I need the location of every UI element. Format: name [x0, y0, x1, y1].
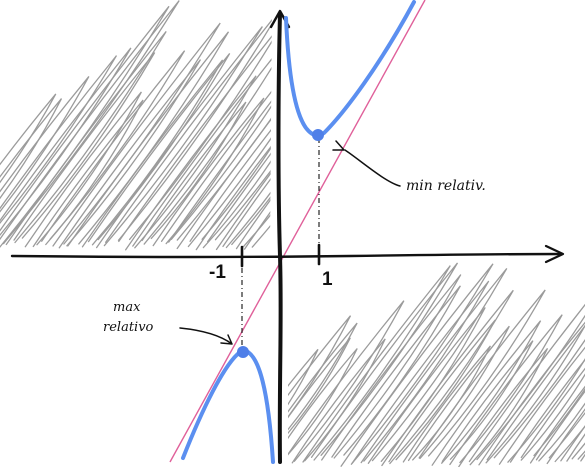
relative-min-point — [312, 129, 324, 141]
relative-max-point — [237, 346, 249, 358]
hatch-stroke — [310, 262, 459, 458]
max-relative-label-line1: max — [113, 300, 141, 315]
hatch-stroke — [32, 99, 144, 248]
hatch-stroke — [176, 30, 272, 250]
hatch-stroke — [321, 274, 462, 461]
max-annotation-arrow — [179, 327, 233, 345]
hatch-stroke — [288, 322, 358, 462]
curve-branch-right — [284, 0, 416, 138]
hatch-stroke — [431, 320, 542, 466]
hatch-stroke — [206, 8, 272, 243]
hatch-stroke — [535, 292, 585, 461]
hatch-stroke — [13, 52, 156, 241]
hatch-stroke — [58, 59, 202, 249]
hatch-stroke — [152, 97, 265, 247]
hatch-stroke — [560, 274, 585, 462]
hatch-stroke — [0, 5, 170, 251]
hatch-stroke — [81, 59, 224, 248]
hatch-stroke — [288, 348, 358, 465]
hatch-stroke — [118, 19, 272, 243]
hatch-stroke — [195, 102, 272, 251]
hatch-stroke — [87, 52, 231, 243]
tick-label-pos-one: 1 — [322, 269, 333, 290]
hatch-stroke — [449, 314, 563, 466]
hatch-stroke — [498, 319, 585, 465]
hatch-stroke — [160, 37, 272, 242]
hatch-stroke — [132, 30, 272, 247]
hatch-stroke — [288, 337, 351, 459]
hatch-stroke — [5, 30, 167, 246]
shaded-region-upper-left — [0, 0, 272, 251]
min-relative-label: min relativ. — [406, 178, 486, 194]
hatch-stroke — [105, 7, 272, 243]
hatch-stroke — [0, 75, 90, 247]
hatch-stroke — [0, 55, 118, 250]
hatch-stroke — [509, 327, 585, 463]
hatch-stroke — [529, 341, 585, 464]
hatch-stroke — [302, 265, 451, 463]
hatch-stroke — [478, 315, 585, 466]
hatch-stroke — [441, 340, 534, 462]
hatch-stroke — [235, 92, 272, 250]
hatch-stroke — [360, 267, 508, 464]
hatch-stroke — [351, 280, 490, 464]
y-axis — [269, 9, 291, 464]
x-axis-arrowhead — [544, 244, 565, 264]
hatch-stroke — [0, 98, 63, 246]
max-relative-label-line2: relativo — [103, 320, 154, 335]
hatch-stroke — [0, 93, 57, 246]
hatch-stroke — [24, 91, 142, 248]
hatch-stroke — [418, 289, 546, 459]
hatch-stroke — [520, 309, 585, 459]
hatch-stroke — [546, 320, 585, 465]
hatch-stroke — [288, 300, 405, 464]
oblique-asymptote — [169, 0, 426, 463]
hatch-stroke — [458, 347, 549, 467]
hatch-stroke — [0, 47, 132, 250]
hatch-stroke — [486, 268, 585, 461]
hatch-stroke — [407, 325, 510, 462]
tick-label-neg-one: -1 — [209, 262, 226, 283]
hatch-stroke — [340, 263, 494, 467]
hatch-stroke — [125, 75, 257, 251]
hatch-stroke — [215, 80, 272, 251]
hatch-stroke — [288, 348, 319, 464]
hatch-stroke — [288, 315, 352, 461]
hatch-stroke — [141, 101, 247, 242]
hatch-stroke — [95, 26, 263, 249]
min-annotation-arrow — [332, 140, 401, 187]
hatch-stroke — [388, 319, 496, 463]
x-axis — [10, 244, 565, 264]
hatch-stroke — [189, 77, 272, 242]
hatch-stroke — [52, 22, 221, 247]
hatch-stroke — [0, 0, 180, 247]
shaded-region-lower-right — [288, 262, 585, 467]
hatch-stroke — [381, 289, 514, 467]
hatch-stroke — [41, 50, 186, 242]
curve-branch-left — [181, 347, 275, 464]
